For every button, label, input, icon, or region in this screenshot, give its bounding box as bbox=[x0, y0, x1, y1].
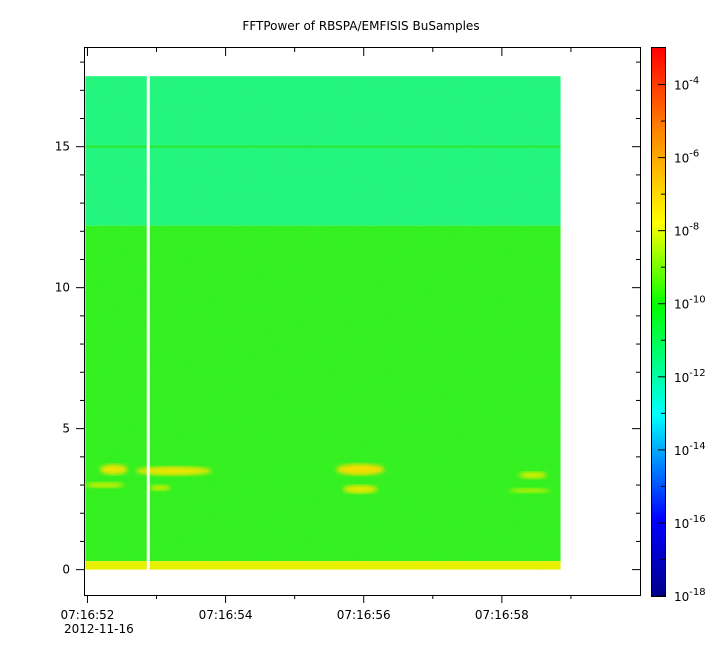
y-axis-ticks: 0 5 10 15 bbox=[55, 61, 640, 577]
power-feature-0 bbox=[99, 464, 128, 475]
spectrogram-data bbox=[85, 75, 561, 571]
colorbar-tick-label: 10-14 bbox=[674, 441, 706, 458]
plot-area: 07:16:52 07:16:54 07:16:56 07:16:58 0 5 10 15 bbox=[55, 47, 641, 622]
x-axis-date-label: 2012-11-16 bbox=[64, 622, 134, 636]
power-feature-3 bbox=[149, 485, 171, 491]
x-tick-label: 07:16:56 bbox=[337, 608, 391, 622]
data-gap bbox=[146, 75, 150, 571]
y-tick-label: 5 bbox=[62, 422, 70, 436]
colorbar-ticks: 10-4 10-6 10-8 10-10 10-12 10-14 10-16 10-18 bbox=[658, 76, 706, 604]
colorbar: 10-4 10-6 10-8 10-10 10-12 10-14 10-16 10-18 bbox=[651, 47, 706, 604]
x-tick-label: 07:16:54 bbox=[199, 608, 253, 622]
power-noise-texture bbox=[85, 76, 561, 570]
y-tick-label: 0 bbox=[62, 563, 70, 577]
colorbar-tick-label: 10-8 bbox=[674, 222, 699, 239]
colorbar-tick-label: 10-16 bbox=[674, 514, 706, 531]
colorbar-tick-label: 10-6 bbox=[674, 149, 699, 166]
power-feature-4 bbox=[336, 463, 385, 476]
power-feature-7 bbox=[508, 488, 551, 493]
power-feature-2 bbox=[135, 466, 212, 476]
colorbar-tick-label: 10-18 bbox=[674, 587, 706, 604]
power-feature-6 bbox=[519, 471, 547, 479]
colorbar-gradient bbox=[652, 48, 665, 596]
power-feature-5 bbox=[343, 485, 378, 494]
colorbar-tick-label: 10-12 bbox=[674, 368, 706, 385]
power-feature-1 bbox=[85, 482, 125, 488]
y-tick-label: 15 bbox=[55, 140, 70, 154]
colorbar-tick-label: 10-10 bbox=[674, 295, 706, 312]
chart-title: FFTPower of RBSPA/EMFISIS BuSamples bbox=[242, 19, 479, 33]
x-axis-ticks: 07:16:52 07:16:54 07:16:56 07:16:58 bbox=[61, 48, 572, 622]
x-tick-label: 07:16:52 bbox=[61, 608, 115, 622]
colorbar-tick-label: 10-4 bbox=[674, 76, 699, 93]
y-tick-label: 10 bbox=[55, 281, 70, 295]
x-tick-label: 07:16:58 bbox=[475, 608, 529, 622]
